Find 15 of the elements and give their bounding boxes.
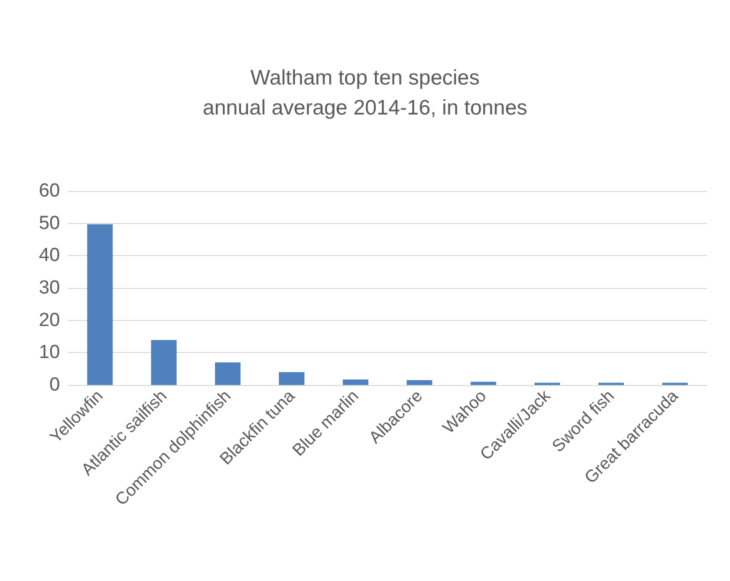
bar [342,380,368,385]
bar [406,380,432,385]
y-tick-label: 0 [49,374,60,396]
bar [470,382,496,385]
y-tick-label: 10 [38,342,60,364]
y-tick-label: 40 [38,245,60,266]
y-tick-label: 60 [38,180,60,202]
chart-title: Waltham top ten species annual average 2014-16, in tonnes [202,66,528,120]
bar [151,340,177,385]
bar [278,372,304,385]
bar [214,362,241,385]
y-tick-label: 50 [38,212,60,234]
bar [87,224,113,385]
y-tick-label: 30 [38,278,60,298]
y-tick-label: 20 [38,310,60,331]
